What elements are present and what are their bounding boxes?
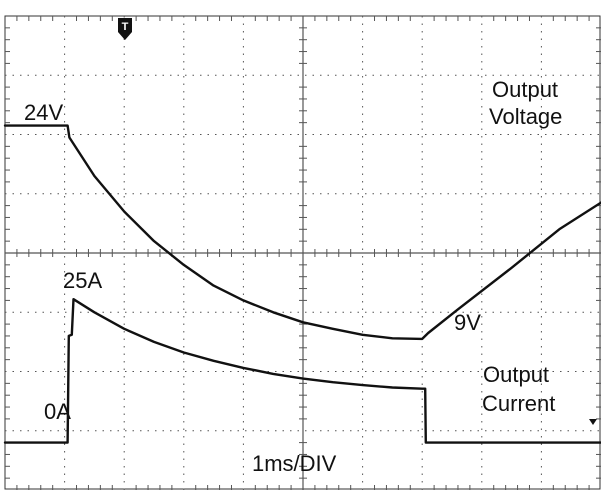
voltage-series-label-line1: Output: [492, 77, 558, 102]
timebase-label: 1ms/DIV: [252, 451, 337, 476]
trigger-marker-label: T: [122, 21, 129, 33]
voltage-series-label-line2: Voltage: [489, 104, 562, 129]
current-peak-level-label: 25A: [63, 268, 102, 293]
grid: [4, 15, 601, 490]
channel-ground-marker: [589, 419, 597, 425]
current-series-label-line2: Current: [482, 391, 555, 416]
current-series-label-line1: Output: [483, 362, 549, 387]
output-voltage-trace: [3, 124, 601, 341]
trigger-marker: T: [118, 18, 132, 40]
traces: [3, 124, 601, 444]
voltage-min-level-label: 9V: [454, 310, 481, 335]
voltage-start-level-label: 24V: [24, 100, 63, 125]
current-zero-level-label: 0A: [44, 399, 71, 424]
output-current-trace: [3, 298, 601, 444]
